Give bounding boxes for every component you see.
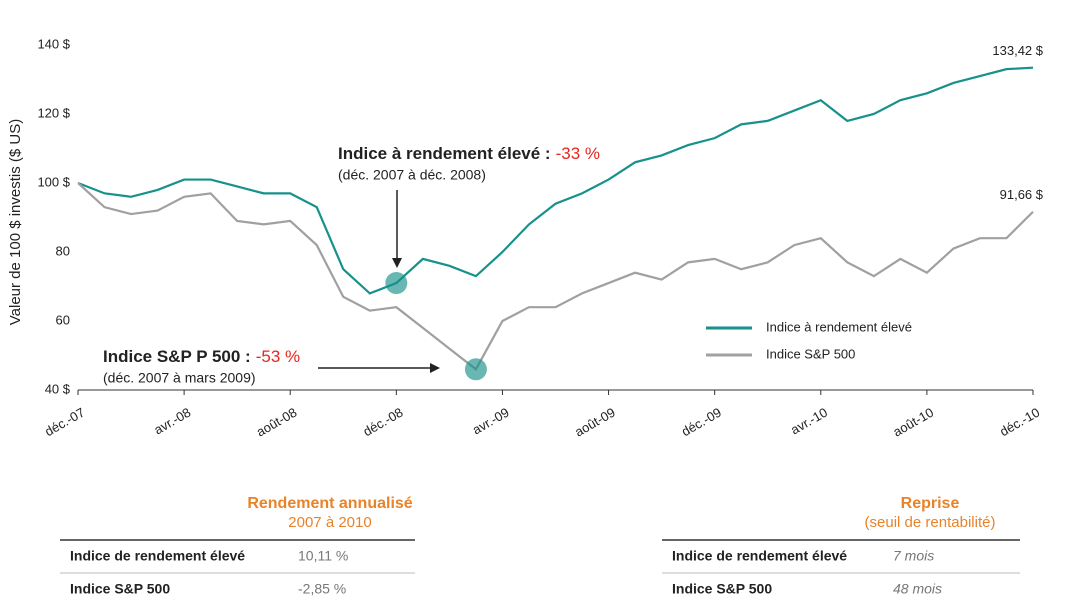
row-label: Indice de rendement élevé <box>672 548 847 564</box>
annotation-change: -33 % <box>556 144 600 163</box>
x-tick-label: avr.-08 <box>151 405 193 438</box>
series-line <box>77 182 1034 371</box>
arrow-head <box>392 258 402 268</box>
value-label: 91,66 $ <box>1000 187 1044 202</box>
annotation-change: -53 % <box>256 347 300 366</box>
y-tick-label: 40 $ <box>45 381 71 396</box>
annotation-period: (déc. 2007 à mars 2009) <box>103 370 256 386</box>
x-tick-label: avr.-10 <box>788 405 830 438</box>
y-tick-label: 120 $ <box>37 105 70 120</box>
x-tick-label: déc.-09 <box>679 405 724 440</box>
annotation-title-text: Indice S&P P 500 : <box>103 347 251 366</box>
arrow-head <box>430 363 440 373</box>
table-title: Rendement annualisé <box>247 495 412 512</box>
row-value: 10,11 % <box>298 548 348 564</box>
highlight-point <box>464 358 487 381</box>
row-value: 7 mois <box>893 548 934 564</box>
y-axis-label: Valeur de 100 $ investis ($ US) <box>7 119 24 326</box>
table-subtitle: (seuil de rentabilité) <box>865 514 996 531</box>
y-tick-label: 80 <box>56 243 70 258</box>
x-tick-label: avr.-09 <box>470 405 512 438</box>
x-tick-label: déc.-08 <box>360 405 405 440</box>
x-tick-label: déc.-10 <box>997 405 1042 440</box>
row-label: Indice de rendement élevé <box>70 548 245 564</box>
row-value: 48 mois <box>893 581 942 597</box>
x-tick-label: août-09 <box>572 405 618 440</box>
row-label: Indice S&P 500 <box>70 581 170 597</box>
table-title: Reprise <box>901 495 960 512</box>
annotation-period: (déc. 2007 à déc. 2008) <box>338 167 486 183</box>
row-label: Indice S&P 500 <box>672 581 772 597</box>
x-tick-label: déc.-07 <box>42 405 87 440</box>
table-subtitle: 2007 à 2010 <box>288 514 371 531</box>
y-tick-label: 100 $ <box>37 174 70 189</box>
x-tick-label: août-10 <box>890 405 936 440</box>
annotation-title: Indice à rendement élevé : -33 % <box>338 144 600 163</box>
annotation-title-text: Indice à rendement élevé : <box>338 144 551 163</box>
highlight-point <box>385 272 408 295</box>
y-tick-label: 60 <box>56 312 70 327</box>
series-line <box>77 66 1034 295</box>
row-value: -2,85 % <box>298 581 346 597</box>
value-label: 133,42 $ <box>992 43 1043 58</box>
legend-label: Indice à rendement élevé <box>766 319 912 334</box>
y-tick-label: 140 $ <box>37 36 70 51</box>
x-tick-label: août-08 <box>254 405 300 440</box>
legend-label: Indice S&P 500 <box>766 346 855 361</box>
annotation-title: Indice S&P P 500 : -53 % <box>103 347 300 366</box>
